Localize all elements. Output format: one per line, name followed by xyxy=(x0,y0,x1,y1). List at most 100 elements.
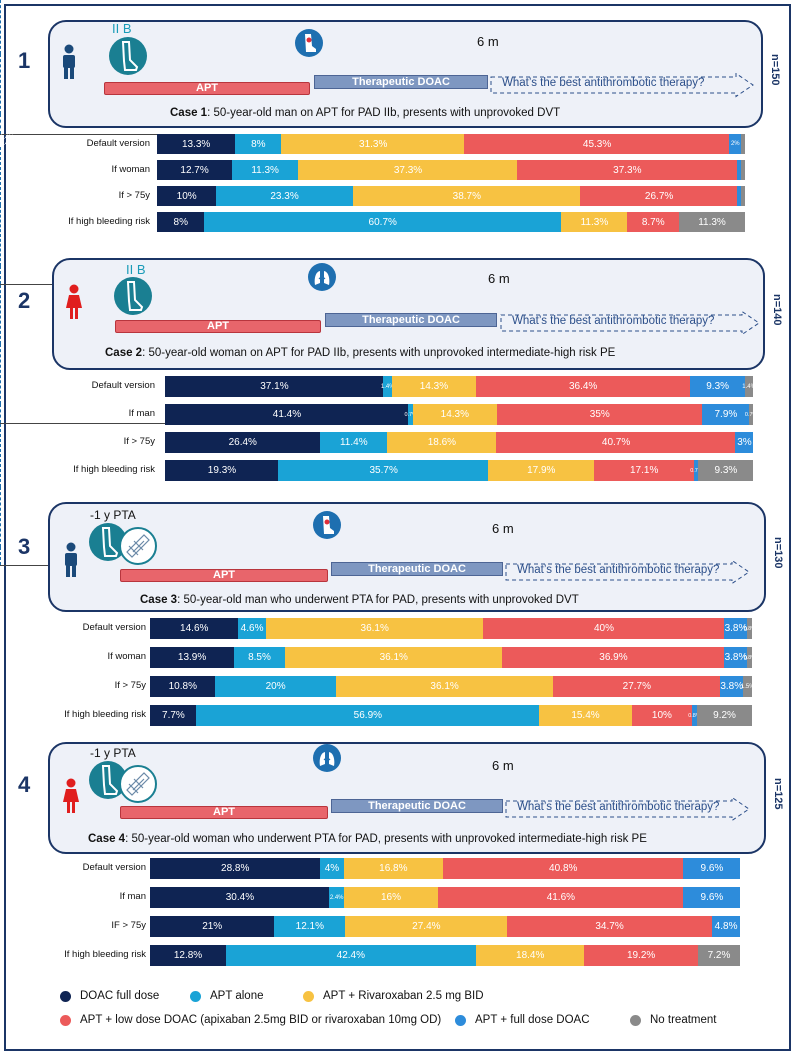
legend-item: No treatment xyxy=(630,1014,716,1026)
bar-segment-label: 12.8% xyxy=(173,950,203,961)
bar-segment: 9.6% xyxy=(683,858,741,879)
female-person-icon xyxy=(63,778,79,813)
stent-circle xyxy=(119,527,157,565)
stent-icon xyxy=(119,527,157,565)
case-caption-text: : 50-year-old woman on APT for PAD IIb, … xyxy=(142,347,616,359)
six-months-label: 6 m xyxy=(477,34,499,49)
sample-size-label: n=150 xyxy=(769,54,781,86)
legend-swatch xyxy=(455,1014,466,1026)
row-label: If > 75y xyxy=(118,190,150,201)
bar-segment-label: 3.8% xyxy=(724,652,748,663)
timeline-origin-marker xyxy=(0,266,1,284)
timeline-origin-marker xyxy=(0,114,1,134)
person-body xyxy=(63,55,75,68)
bar-segment-label: 9.3% xyxy=(706,381,730,392)
bar-segment: 3% xyxy=(735,432,754,453)
case-caption-bold: Case 2 xyxy=(105,347,143,359)
bar-segment-label: 35% xyxy=(589,409,610,420)
event-clot xyxy=(306,37,312,43)
leg-artery-icon xyxy=(89,523,127,561)
bar-segment-label: 13.9% xyxy=(177,652,207,663)
case-caption: Case 2: 50-year-old woman on APT for PAD… xyxy=(105,347,615,359)
bar-segment: 7.7% xyxy=(150,705,197,726)
bar-segment-label: 40% xyxy=(593,623,614,634)
six-months-label: 6 m xyxy=(488,271,510,286)
bar-segment: 10.8% xyxy=(150,676,216,697)
legend-item: APT + low dose DOAC (apixaban 2.5mg BID … xyxy=(60,1014,441,1026)
bar-segment: 12.8% xyxy=(150,945,227,966)
question-arrow xyxy=(500,311,760,336)
bar-segment: 30.4% xyxy=(150,887,330,908)
bar-segment: 0.8% xyxy=(744,618,756,639)
question-arrow xyxy=(490,73,754,98)
bar-segment: 27.7% xyxy=(553,676,721,697)
bar-segment: 13.3% xyxy=(157,134,236,154)
person-leg-left xyxy=(67,802,70,813)
pe-lung-icon xyxy=(308,263,336,291)
bar-segment: 16.8% xyxy=(343,858,444,879)
bar-segment: 9.3% xyxy=(698,460,754,481)
bar-segment-label: 27.4% xyxy=(412,921,441,932)
bar-segment: 4.6% xyxy=(237,618,267,639)
bar-segment-label: 40.7% xyxy=(601,437,631,448)
bar-segment-label: 28.8% xyxy=(221,863,250,874)
bar-segment-label: 11.3% xyxy=(698,216,726,228)
bar-segment: 36.1% xyxy=(284,647,503,668)
row-label: If > 75y xyxy=(114,680,146,691)
bar-segment: 11.3% xyxy=(678,212,746,232)
question-arrow-outline xyxy=(505,560,750,585)
person-body xyxy=(63,789,79,802)
question-label: What’s the best antithrombotic therapy? xyxy=(517,801,720,813)
bar-segment xyxy=(737,186,742,206)
bar-segment-label: 19.3% xyxy=(207,465,237,476)
bar-segment-label: 15.4% xyxy=(571,710,600,721)
timeline-origin-marker xyxy=(0,547,1,565)
bar-segment-label: 36.1% xyxy=(379,652,408,663)
bar-segment-label: 7.2% xyxy=(707,950,731,961)
bar-segment-label: 16% xyxy=(380,892,401,903)
bar-segment: 36.4% xyxy=(475,376,691,397)
male-person-icon xyxy=(65,542,77,577)
bar-segment-label: 4.6% xyxy=(240,623,264,634)
leg-circle xyxy=(114,277,152,315)
bar-segment: 11.4% xyxy=(320,432,388,453)
stent-mesh xyxy=(126,534,150,558)
question-arrow xyxy=(505,560,750,585)
bar-segment-label: 14.3% xyxy=(440,409,470,420)
bar-segment-label: 12.7% xyxy=(180,164,209,176)
event-lung-left xyxy=(314,271,320,285)
bar-segment: 41.4% xyxy=(165,404,409,425)
case-caption-bold: Case 1 xyxy=(170,107,208,119)
bar-segment-label: 8% xyxy=(173,216,188,228)
bar-segment-label: 42.4% xyxy=(336,950,366,961)
bar-segment-label: 26.4% xyxy=(228,437,257,448)
bar-segment-label: 2.4% xyxy=(329,894,344,901)
bar-segment-label: 20% xyxy=(265,681,286,692)
case-caption-text: : 50-year-old man who underwent PTA for … xyxy=(177,594,579,606)
question-label: What’s the best antithrombotic therapy? xyxy=(512,315,715,327)
dvt-icon xyxy=(295,29,323,57)
therapeutic-doac-bar: Therapeutic DOAC xyxy=(314,75,488,89)
row-label: Default version xyxy=(82,862,146,873)
bar-segment-label: 31.3% xyxy=(359,138,388,150)
bar-segment: 14.3% xyxy=(412,404,498,425)
bar-segment: 14.6% xyxy=(150,618,239,639)
bar-segment: 18.6% xyxy=(387,432,497,453)
legend-label: APT + Rivaroxaban 2.5 mg BID xyxy=(323,990,484,1002)
bar-segment-label: 9.6% xyxy=(700,863,724,874)
bar-segment: 0.8% xyxy=(688,705,701,726)
bar-segment: 18.4% xyxy=(475,945,585,966)
case-number: 2 xyxy=(18,288,31,313)
stage-label: II B xyxy=(126,262,146,277)
timeline-6m-marker xyxy=(0,54,1,114)
case-number: 1 xyxy=(18,48,31,73)
bar-segment-label: 9.3% xyxy=(714,465,738,476)
leg-shape xyxy=(126,281,144,311)
bar-segment-label: 1.4% xyxy=(380,383,395,390)
person-leg-left xyxy=(66,565,70,577)
stage-label: II B xyxy=(112,21,132,36)
leg-artery-icon xyxy=(109,37,147,75)
bar-segment: 21% xyxy=(150,916,275,937)
case-caption: Case 3: 50-year-old man who underwent PT… xyxy=(140,594,579,606)
bar-segment: 1.4% xyxy=(380,376,395,397)
